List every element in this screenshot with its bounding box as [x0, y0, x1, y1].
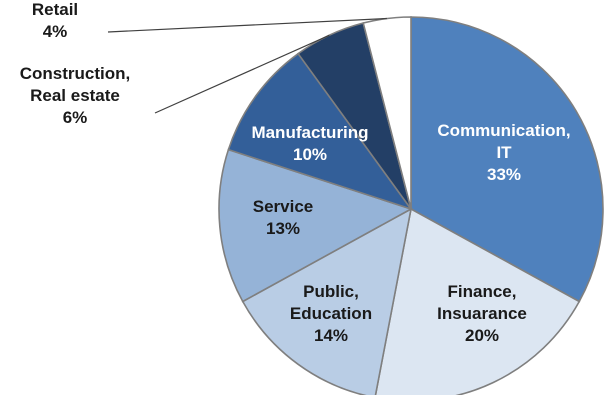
slice-label-manufacturing: Manufacturing 10% [251, 123, 368, 164]
slice-name-retail: Retail [32, 0, 78, 19]
slice-name-public-education: Education [290, 304, 372, 323]
slice-percent-public-education: 14% [314, 326, 348, 345]
slice-label-retail: Retail 4% [32, 0, 78, 41]
slice-name-finance-insuarance: Finance, [448, 282, 517, 301]
slice-label-service: Service 13% [253, 197, 314, 238]
pie-slice-communication-it [410, 16, 604, 303]
slice-name-finance-insuarance: Insuarance [437, 304, 527, 323]
slice-percent-manufacturing: 10% [293, 145, 327, 164]
slice-percent-finance-insuarance: 20% [465, 326, 499, 345]
pie-slice-finance-insuarance [374, 207, 581, 395]
slice-label-communication-it: Communication, IT 33% [437, 121, 570, 184]
slice-percent-communication-it: 33% [487, 165, 521, 184]
slice-name-communication-it: Communication, [437, 121, 570, 140]
slice-label-construction-real-estate: Construction, Real estate 6% [20, 64, 131, 127]
slice-percent-service: 13% [266, 219, 300, 238]
leader-line-construction-real-estate [154, 34, 330, 114]
slice-label-public-education: Public, Education 14% [290, 282, 372, 345]
slice-name-construction-real-estate: Construction, [20, 64, 131, 83]
slice-name-manufacturing: Manufacturing [251, 123, 368, 142]
slice-percent-retail: 4% [43, 22, 68, 41]
slice-name-communication-it: IT [496, 143, 512, 162]
leader-line-retail [107, 17, 387, 33]
slice-name-construction-real-estate: Real estate [30, 86, 120, 105]
slice-percent-construction-real-estate: 6% [63, 108, 88, 127]
slice-name-service: Service [253, 197, 314, 216]
pie-slice-retail [362, 16, 412, 210]
pie-slice-manufacturing [227, 52, 414, 211]
slice-name-public-education: Public, [303, 282, 359, 301]
slice-label-finance-insuarance: Finance, Insuarance 20% [437, 282, 527, 345]
leader-lines [107, 17, 387, 114]
pie-slice-service [218, 148, 414, 303]
slice-labels: Communication, IT 33% Finance, Insuarance 20%… [20, 0, 571, 345]
